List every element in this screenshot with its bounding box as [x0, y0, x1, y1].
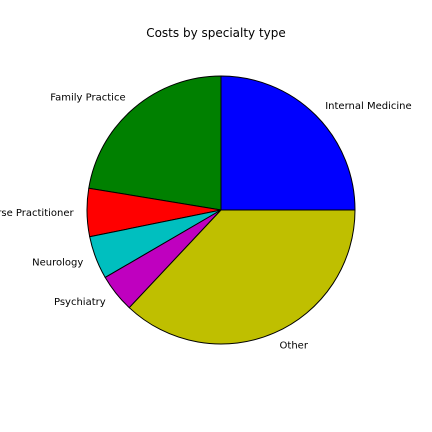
pie-label-internal-medicine: Internal Medicine [325, 101, 411, 112]
pie-label-neurology: Neurology [32, 258, 83, 269]
chart-title: Costs by specialty type [146, 26, 286, 40]
pie-label-psychiatry: Psychiatry [54, 297, 106, 308]
pie-label-nurse-practitioner: Nurse Practitioner [0, 208, 75, 219]
pie-slice-internal-medicine [220, 75, 356, 211]
pie-label-other: Other [280, 340, 309, 351]
pie-label-family-practice: Family Practice [50, 93, 125, 104]
pie-slice-family-practice [88, 75, 222, 211]
pie-slice-other [128, 209, 356, 345]
